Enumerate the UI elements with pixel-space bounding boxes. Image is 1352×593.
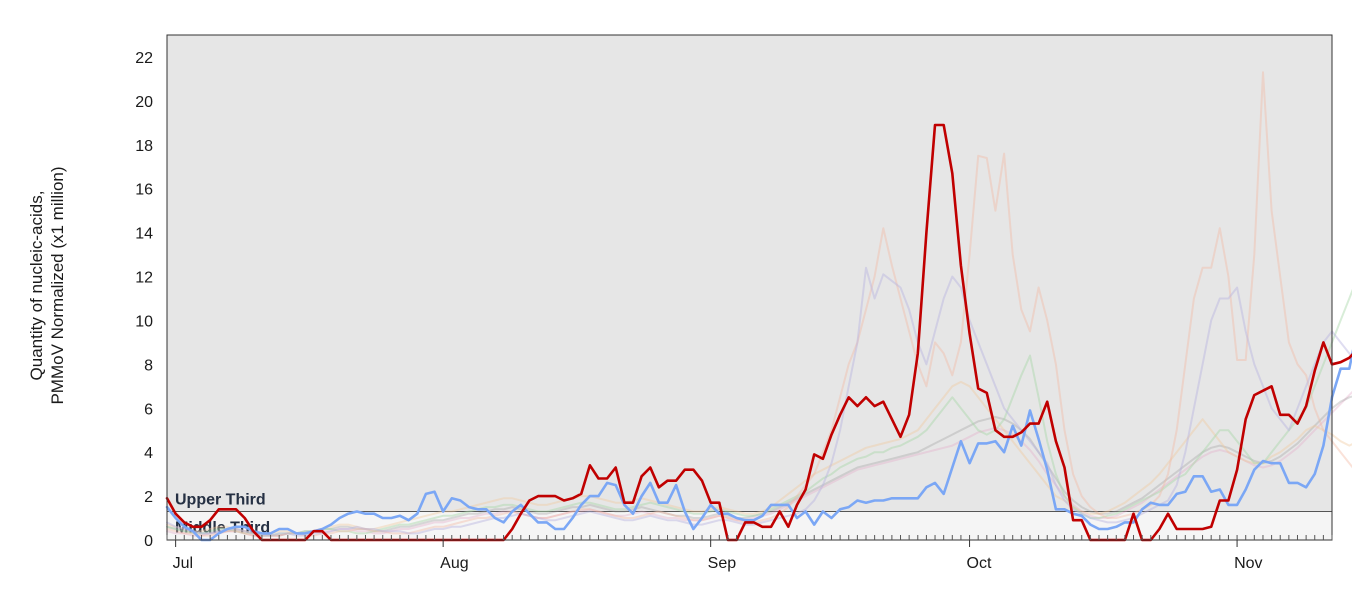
- x-tick-label: Jul: [173, 555, 193, 572]
- y-tick-label: 18: [135, 138, 153, 155]
- x-tick-label: Oct: [967, 555, 992, 572]
- series-layer: [165, 71, 1352, 542]
- y-tick-label: 2: [144, 489, 153, 506]
- y-tick-label: 0: [144, 533, 153, 550]
- band-0: [167, 35, 1332, 512]
- series-line-5: [166, 380, 1352, 535]
- y-tick-label: 14: [135, 226, 153, 243]
- series-line-1: [165, 349, 1352, 542]
- x-axis: Jul Aug Sep Oct Nov: [173, 540, 1263, 572]
- y-tick-label: 6: [144, 401, 153, 418]
- x-tick-label: Nov: [1234, 555, 1262, 572]
- series-line-4: [166, 288, 1352, 537]
- band-label-1: Middle Third: [175, 519, 270, 536]
- threshold-band-labels: Upper Third Middle Third: [175, 491, 270, 536]
- y-tick-label: 20: [135, 94, 153, 111]
- y-tick-label: 22: [135, 50, 153, 67]
- y-tick-label: 12: [135, 270, 153, 287]
- y-tick-label: 10: [135, 313, 153, 330]
- y-title-line: Quantity of nucleic-acids,: [27, 191, 46, 381]
- y-tick-label: 8: [144, 357, 153, 374]
- band-label-0: Upper Third: [175, 491, 266, 508]
- plot-frame: [166, 34, 1333, 541]
- x-axis-day-ticks: [166, 535, 1333, 540]
- y-tick-label: 16: [135, 182, 153, 199]
- x-tick-label: Aug: [440, 555, 468, 572]
- threshold-bands: [167, 35, 1332, 540]
- y-title-line: PMMoV Normalized (x1 million): [48, 166, 67, 404]
- series-line-7: [166, 390, 1352, 537]
- y-axis-title: Quantity of nucleic-acids, PMMoV Normaliz…: [27, 166, 67, 404]
- y-tick-label: 4: [144, 445, 153, 462]
- x-tick-label: Sep: [708, 555, 737, 572]
- y-axis: 0 2 4 6 8 10 12 14 16 18 20 22: [135, 50, 153, 550]
